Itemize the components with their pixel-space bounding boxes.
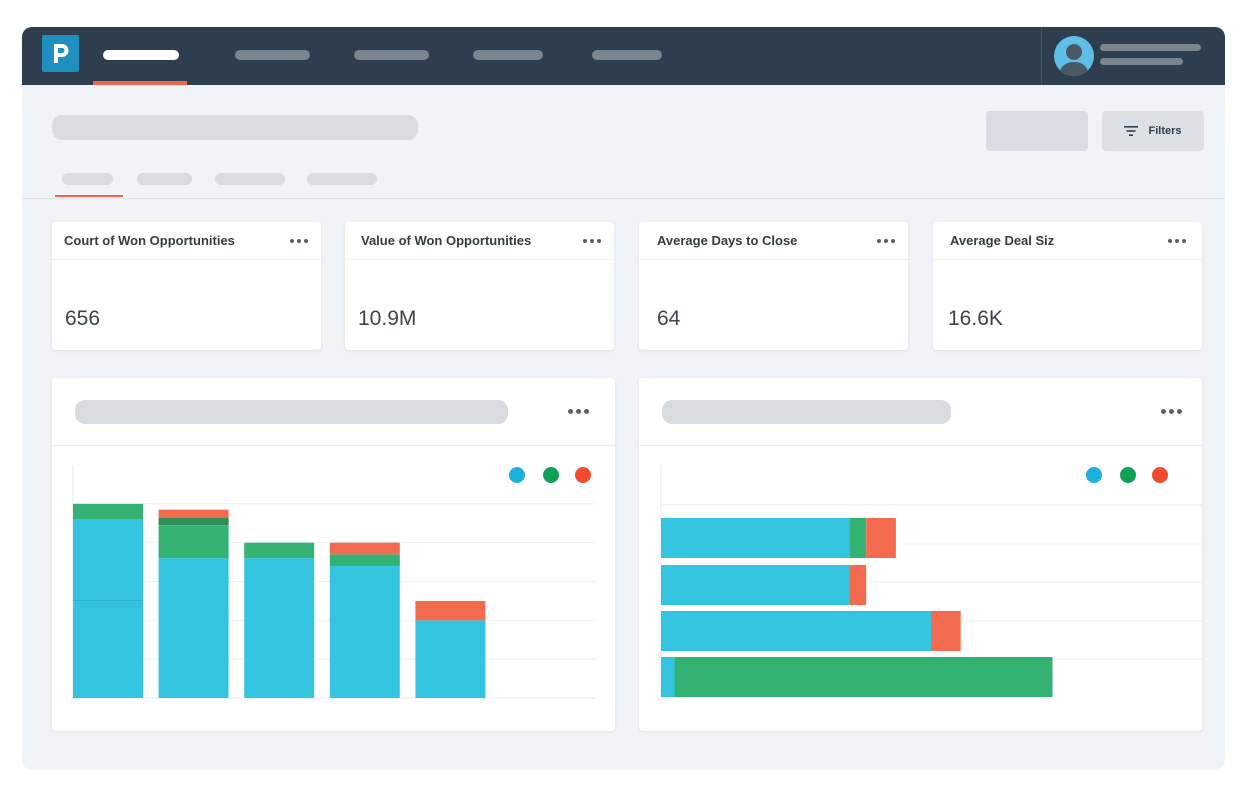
bar-segment bbox=[73, 503, 143, 520]
legend-item-cyan[interactable] bbox=[509, 467, 525, 483]
more-options-icon[interactable] bbox=[1161, 409, 1182, 414]
bar-segment bbox=[850, 565, 867, 605]
kpi-title: Average Deal Siz bbox=[950, 233, 1055, 248]
app-window: Filters Court of Won Opportunities 656 V… bbox=[22, 27, 1225, 770]
filter-icon bbox=[1124, 126, 1139, 136]
bar-segment bbox=[329, 542, 400, 555]
bar-segment bbox=[931, 611, 961, 651]
filters-button[interactable]: Filters bbox=[1102, 111, 1204, 151]
more-options-icon[interactable] bbox=[568, 409, 589, 414]
brand-logo[interactable] bbox=[42, 35, 79, 72]
bar-segment bbox=[329, 565, 400, 698]
bar-seam bbox=[73, 600, 143, 601]
bar-segment bbox=[73, 519, 143, 698]
tabs-divider bbox=[22, 198, 1225, 199]
kpi-divider bbox=[639, 259, 908, 260]
bar-segment bbox=[661, 611, 931, 651]
bar-segment bbox=[158, 558, 229, 698]
kpi-card-deal-size: Average Deal Siz 16.6K bbox=[933, 222, 1202, 350]
kpi-card-won-value: Value of Won Opportunities 10.9M bbox=[345, 222, 614, 350]
user-name-placeholder[interactable] bbox=[1100, 44, 1201, 51]
kpi-value: 656 bbox=[65, 307, 101, 330]
brand-logo-icon bbox=[54, 44, 69, 63]
bar-segment bbox=[661, 657, 675, 697]
chart-card-vertical-bars bbox=[52, 378, 615, 731]
action-button-placeholder[interactable] bbox=[986, 111, 1088, 151]
nav-item-3[interactable] bbox=[354, 50, 429, 60]
nav-item-2[interactable] bbox=[235, 50, 310, 60]
more-options-icon[interactable] bbox=[877, 239, 895, 243]
chart-header-divider bbox=[52, 445, 615, 446]
chart-title-placeholder bbox=[662, 400, 951, 424]
legend-item-cyan[interactable] bbox=[1086, 467, 1102, 483]
top-navigation-bar bbox=[22, 27, 1225, 85]
bar-segment bbox=[866, 518, 896, 558]
vertical-stacked-bar-chart bbox=[72, 465, 595, 699]
page-title-placeholder bbox=[52, 115, 418, 140]
legend-item-red[interactable] bbox=[1152, 467, 1168, 483]
bar-segment bbox=[415, 620, 486, 698]
legend-item-red[interactable] bbox=[575, 467, 591, 483]
filters-label: Filters bbox=[1148, 125, 1182, 137]
chart-header-divider bbox=[639, 445, 1202, 446]
nav-item-1[interactable] bbox=[103, 50, 179, 60]
nav-item-4[interactable] bbox=[473, 50, 543, 60]
kpi-card-won-count: Court of Won Opportunities 656 bbox=[52, 222, 321, 350]
bar-segment bbox=[415, 600, 486, 621]
bar-segment bbox=[661, 518, 850, 558]
chart-card-horizontal-bars bbox=[639, 378, 1202, 731]
bar-segment bbox=[244, 558, 315, 698]
kpi-value: 10.9M bbox=[358, 307, 417, 330]
kpi-card-days-to-close: Average Days to Close 64 bbox=[639, 222, 908, 350]
bar-segment bbox=[329, 554, 400, 566]
more-options-icon[interactable] bbox=[1168, 239, 1186, 243]
topbar-divider bbox=[1041, 27, 1042, 85]
tab-4[interactable] bbox=[307, 173, 377, 185]
bar-segment bbox=[674, 657, 1053, 697]
horizontal-stacked-bar-chart bbox=[660, 465, 1202, 698]
legend-item-green[interactable] bbox=[543, 467, 559, 483]
tab-1[interactable] bbox=[62, 173, 113, 185]
kpi-divider bbox=[52, 259, 321, 260]
bar-segment-dark bbox=[158, 518, 229, 525]
bar-segment bbox=[850, 518, 867, 558]
kpi-title: Court of Won Opportunities bbox=[64, 233, 235, 248]
nav-item-5[interactable] bbox=[592, 50, 662, 60]
more-options-icon[interactable] bbox=[583, 239, 601, 243]
kpi-value: 16.6K bbox=[948, 307, 1003, 330]
user-role-placeholder bbox=[1100, 58, 1183, 65]
kpi-divider bbox=[345, 259, 614, 260]
tab-3[interactable] bbox=[215, 173, 285, 185]
user-avatar[interactable] bbox=[1054, 36, 1094, 76]
tab-2[interactable] bbox=[137, 173, 192, 185]
chart-title-placeholder bbox=[75, 400, 508, 424]
kpi-title: Value of Won Opportunities bbox=[361, 233, 532, 248]
legend-item-green[interactable] bbox=[1120, 467, 1136, 483]
active-tab-indicator bbox=[55, 195, 123, 197]
user-silhouette-icon bbox=[1059, 44, 1089, 76]
bar-segment bbox=[158, 525, 229, 559]
more-options-icon[interactable] bbox=[290, 239, 308, 243]
kpi-value: 64 bbox=[657, 307, 681, 330]
bar-segment bbox=[661, 565, 850, 605]
kpi-title: Average Days to Close bbox=[657, 233, 798, 248]
active-nav-indicator bbox=[93, 81, 187, 85]
bar-segment bbox=[244, 542, 315, 559]
kpi-divider bbox=[933, 259, 1202, 260]
